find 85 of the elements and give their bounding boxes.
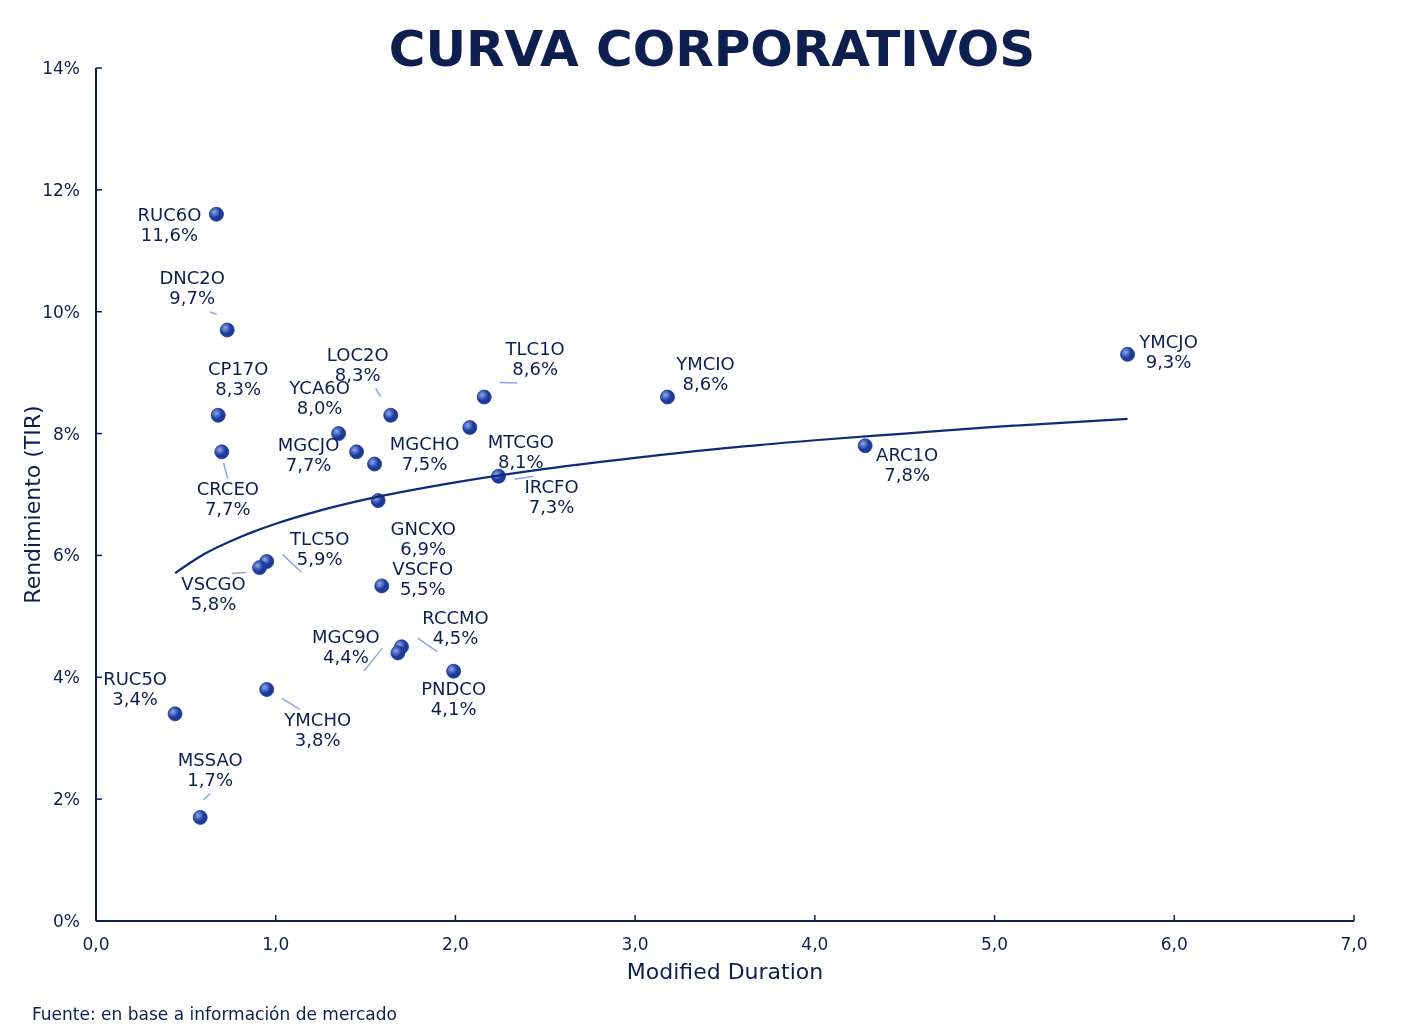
- chart-title: CURVA CORPORATIVOS: [388, 20, 1036, 78]
- annotation: RUC6O: [137, 203, 202, 225]
- data-label: 8,6%: [682, 373, 729, 395]
- y-tick-label: 12%: [42, 179, 80, 200]
- y-tick-label: 14%: [42, 57, 80, 78]
- annotation: TLC5O: [289, 527, 350, 549]
- point: [252, 560, 267, 576]
- y-tick-label: 8%: [53, 423, 80, 444]
- annotation: MGCJO: [277, 434, 340, 456]
- data-label: 3,8%: [294, 728, 341, 750]
- line-series: [173, 417, 1129, 575]
- data-label: 7,5%: [401, 453, 448, 475]
- annotation: MGCHO: [389, 433, 460, 455]
- point: [214, 444, 230, 460]
- y-tick-label: 2%: [53, 789, 80, 810]
- annotation: CRCEO: [196, 478, 259, 500]
- y-tick-label: 6%: [53, 545, 80, 566]
- point: [219, 322, 235, 338]
- data-label: 6,9%: [400, 537, 447, 559]
- data-label: 5,5%: [399, 578, 446, 600]
- annotation: PNDCO: [421, 678, 487, 700]
- y-axis-title: Rendimiento (TIR): [20, 405, 45, 604]
- point: [857, 438, 873, 454]
- data-label: 7,7%: [285, 454, 332, 476]
- x-tick-label: 3,0: [621, 934, 649, 954]
- data-label: 3,4%: [112, 688, 158, 710]
- point: [167, 706, 183, 722]
- point: [660, 389, 675, 405]
- data-label: 7,3%: [528, 495, 575, 517]
- data-label: 4,1%: [430, 698, 477, 720]
- x-tick-label: 4,0: [801, 934, 829, 954]
- y-tick-label: 0%: [53, 910, 80, 931]
- data-label: 9,7%: [169, 287, 216, 309]
- point: [192, 810, 208, 825]
- data-label: 8,6%: [512, 358, 559, 380]
- annotation: YMCJO: [1138, 330, 1198, 352]
- annotation: GNCXO: [390, 517, 456, 539]
- data-label: 8,1%: [497, 450, 544, 472]
- annotation: YMCIO: [675, 353, 735, 375]
- data-label: 7,7%: [204, 498, 251, 520]
- annotation: IRCFO: [524, 475, 579, 497]
- data-label: 11,6%: [140, 223, 198, 245]
- data-label: 5,8%: [190, 592, 237, 614]
- annotation: RUC5O: [103, 668, 168, 690]
- annotation: ARC1O: [876, 444, 939, 466]
- data-label: 8,3%: [215, 377, 262, 399]
- annotation: RCCMO: [422, 607, 489, 629]
- annotation: VSCGO: [181, 572, 246, 594]
- annotation: YMCHO: [283, 708, 352, 730]
- annotation: LOC2O: [326, 343, 389, 365]
- annotation: MTCGO: [487, 430, 554, 452]
- x-tick-label: 5,0: [981, 934, 1009, 954]
- point: [349, 444, 364, 460]
- x-tick-label: 6,0: [1160, 934, 1188, 954]
- point: [209, 206, 224, 222]
- data-label: 8,0%: [296, 396, 343, 418]
- x-tick-label: 2,0: [441, 934, 469, 954]
- annotation: DNC2O: [159, 267, 225, 289]
- y-tick-label: 10%: [42, 301, 80, 322]
- annotation: VSCFO: [392, 558, 454, 580]
- point: [367, 456, 382, 472]
- annotation: MGC9O: [312, 626, 380, 648]
- data-label: 5,9%: [296, 547, 343, 569]
- point: [374, 578, 390, 594]
- x-axis-title: Modified Duration: [626, 959, 824, 984]
- point: [446, 663, 462, 679]
- source-note: Fuente: en base a información de mercado: [32, 1004, 397, 1024]
- point: [462, 420, 478, 435]
- annotation: TLC1O: [504, 338, 565, 360]
- y-tick-label: 4%: [53, 667, 80, 688]
- point: [476, 389, 492, 405]
- data-label: 1,7%: [187, 768, 234, 790]
- data-label: 7,8%: [884, 464, 931, 486]
- data-label: 4,4%: [323, 646, 369, 668]
- data-label: 4,5%: [432, 627, 479, 649]
- annotation: MSSAO: [177, 748, 243, 770]
- x-tick-label: 0,0: [82, 934, 110, 954]
- x-tick-label: 1,0: [262, 934, 290, 954]
- annotation: CP17O: [207, 357, 269, 379]
- point: [259, 682, 275, 697]
- point: [210, 407, 226, 423]
- point: [1120, 346, 1135, 362]
- x-tick-label: 7,0: [1340, 934, 1368, 954]
- point: [383, 407, 399, 423]
- point: [390, 645, 406, 661]
